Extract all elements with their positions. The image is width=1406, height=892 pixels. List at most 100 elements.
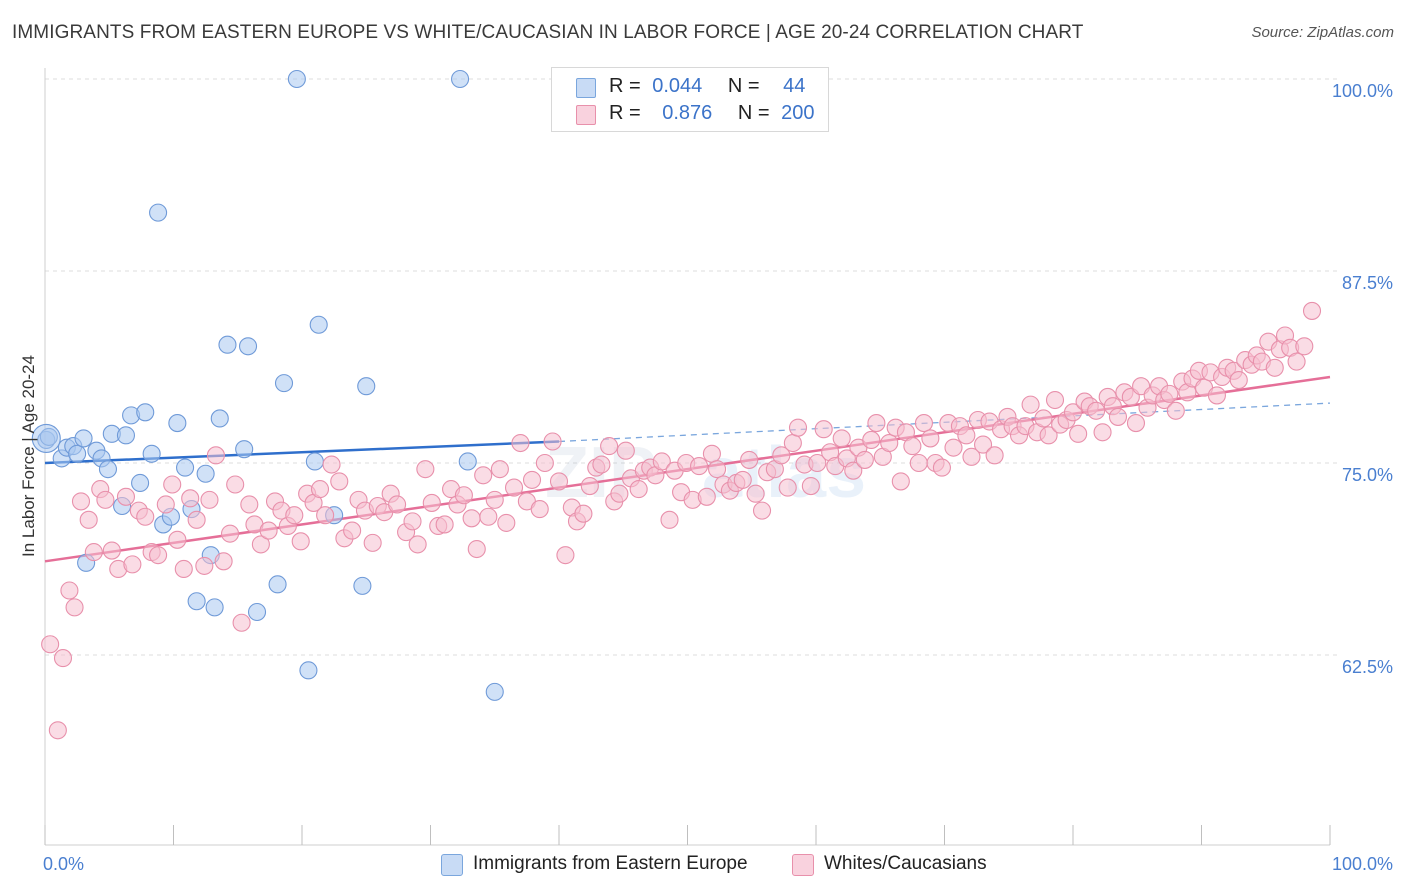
- point-immigrants: [268, 575, 287, 594]
- point-whites: [733, 470, 752, 489]
- point-whites: [84, 543, 103, 562]
- point-immigrants: [247, 602, 267, 622]
- y-tick-label: 100.0%: [1332, 81, 1393, 101]
- point-whites: [814, 420, 833, 439]
- point-whites: [1229, 371, 1248, 390]
- point-immigrants: [168, 414, 187, 433]
- point-whites: [778, 478, 797, 497]
- point-whites: [1087, 401, 1106, 420]
- point-whites: [416, 460, 435, 479]
- point-whites: [629, 480, 648, 499]
- point-immigrants: [136, 403, 155, 422]
- point-whites: [65, 598, 84, 617]
- point-whites: [168, 530, 187, 549]
- point-whites: [921, 429, 940, 448]
- point-whites: [454, 486, 473, 505]
- point-whites: [844, 461, 863, 480]
- point-whites: [660, 510, 679, 529]
- point-whites: [1021, 395, 1040, 414]
- bottom-legend-label-whites: Whites/Caucasians: [824, 853, 987, 874]
- point-whites: [752, 501, 772, 520]
- point-immigrants: [205, 598, 224, 617]
- legend-r-label: R =: [609, 75, 641, 97]
- point-immigrants: [238, 337, 258, 356]
- y-tick-labels: 62.5% 75.0% 87.5% 100.0%: [1332, 81, 1393, 677]
- point-whites: [862, 430, 881, 450]
- point-whites: [226, 475, 245, 494]
- point-whites: [610, 484, 629, 503]
- point-whites: [187, 510, 206, 529]
- point-whites: [932, 458, 951, 477]
- point-whites: [41, 635, 60, 654]
- point-whites: [832, 429, 851, 448]
- point-whites: [1302, 301, 1322, 320]
- point-immigrants: [176, 458, 195, 477]
- bottom-legend-label-immigrants: Immigrants from Eastern Europe: [473, 853, 748, 874]
- point-whites: [880, 433, 899, 453]
- y-tick-label: 75.0%: [1342, 465, 1393, 485]
- point-whites: [511, 433, 530, 453]
- point-whites: [944, 438, 963, 457]
- point-whites: [801, 476, 820, 496]
- point-whites: [909, 453, 928, 473]
- point-whites: [195, 556, 214, 575]
- point-immigrants: [116, 426, 136, 445]
- point-immigrants: [98, 460, 118, 479]
- point-whites: [891, 472, 910, 491]
- point-whites: [102, 541, 121, 560]
- point-whites: [1093, 423, 1112, 442]
- legend-swatch-blue: [576, 78, 596, 98]
- point-whites: [462, 509, 481, 528]
- point-whites: [474, 466, 493, 485]
- point-whites: [259, 521, 278, 540]
- point-whites: [116, 487, 136, 506]
- chart-title: IMMIGRANTS FROM EASTERN EUROPE VS WHITE/…: [12, 22, 1084, 43]
- legend-n-value-pink: 200: [781, 102, 815, 124]
- point-whites: [808, 453, 827, 473]
- point-whites: [616, 441, 635, 460]
- point-whites: [530, 500, 549, 519]
- point-whites: [1126, 414, 1146, 433]
- legend-swatch-pink: [576, 105, 596, 125]
- legend-n-value-blue: 44: [783, 75, 806, 97]
- point-immigrants: [142, 444, 161, 463]
- point-whites: [1034, 409, 1053, 428]
- point-whites: [479, 507, 498, 526]
- point-whites: [549, 472, 569, 491]
- point-whites: [1108, 407, 1128, 426]
- point-immigrants: [451, 69, 470, 89]
- point-whites: [232, 613, 251, 632]
- point-whites: [408, 535, 427, 554]
- point-whites: [48, 721, 67, 740]
- legend-n-label: N =: [737, 102, 770, 124]
- point-whites: [556, 546, 575, 565]
- point-whites: [962, 447, 981, 466]
- point-whites: [96, 490, 115, 509]
- point-whites: [855, 450, 874, 469]
- point-whites: [343, 521, 362, 540]
- legend-r-label: R =: [609, 102, 641, 124]
- point-whites: [316, 506, 335, 525]
- point-whites: [697, 487, 716, 506]
- legend-r-value-pink: 0.876: [662, 102, 713, 124]
- point-whites: [867, 414, 886, 433]
- bottom-legend-swatch-blue: [441, 854, 463, 876]
- point-immigrants: [187, 592, 206, 611]
- point-immigrants: [309, 315, 328, 334]
- legend-r-value-blue: 0.044: [652, 75, 703, 97]
- x-tick-labels: 0.0% 100.0%: [43, 854, 1393, 874]
- point-whites: [772, 446, 791, 465]
- point-whites: [310, 480, 330, 499]
- point-whites: [467, 539, 486, 559]
- point-whites: [251, 535, 270, 554]
- point-whites: [1207, 386, 1226, 405]
- axes: [44, 68, 1331, 846]
- point-immigrants: [196, 464, 215, 483]
- point-immigrants: [131, 473, 150, 493]
- point-whites: [60, 581, 79, 600]
- point-whites: [973, 435, 993, 454]
- point-whites: [574, 504, 593, 523]
- point-whites: [497, 513, 516, 532]
- point-whites: [1287, 352, 1306, 371]
